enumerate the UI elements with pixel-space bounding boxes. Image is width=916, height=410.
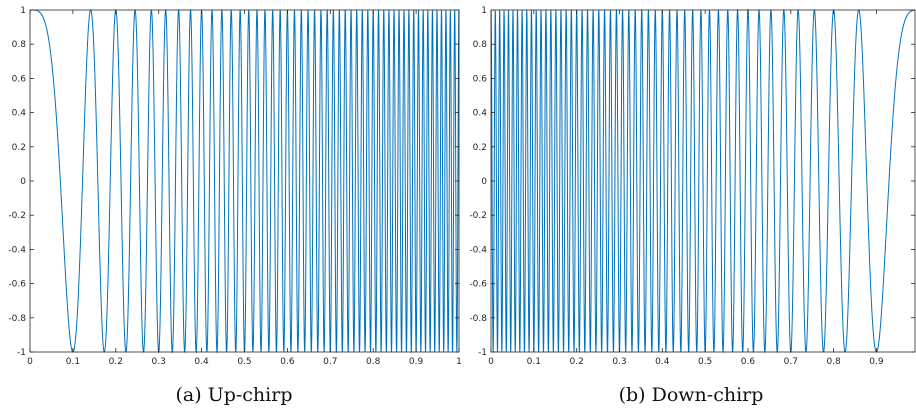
x-tick-label: 0.3 bbox=[152, 357, 166, 367]
y-tick-label: 0.6 bbox=[473, 74, 488, 84]
y-tick-label: 0.6 bbox=[12, 74, 27, 84]
x-tick-label: 0.9 bbox=[409, 357, 424, 367]
caption-down-chirp: (b) Down-chirp bbox=[618, 384, 764, 406]
chirp-series-line bbox=[490, 8, 916, 354]
y-tick-label: -1 bbox=[17, 348, 26, 358]
x-tick-label: 0.5 bbox=[698, 357, 712, 367]
y-tick-label: 0.2 bbox=[473, 143, 487, 153]
x-tick-label: 0.2 bbox=[569, 357, 583, 367]
y-tick-label: 1 bbox=[481, 6, 487, 16]
y-tick-label: -0.8 bbox=[469, 314, 487, 324]
y-tick-label: -0.4 bbox=[8, 245, 26, 255]
x-tick-label: 0 bbox=[488, 357, 494, 367]
y-tick-label: -0.2 bbox=[469, 211, 487, 221]
y-tick-label: 0 bbox=[481, 177, 487, 187]
y-tick-label: 0.4 bbox=[12, 109, 27, 119]
x-tick-label: 0.7 bbox=[323, 357, 337, 367]
x-tick-label: 0.6 bbox=[741, 357, 756, 367]
down-chirp-plot: 0 0.1 0.2 0.3 0.4 0.5 0.6 0.7 0.8 0.9 -1 -0.8 -0.6 -0… bbox=[469, 6, 916, 367]
y-tick-label: -0.8 bbox=[8, 314, 26, 324]
x-tick-label: 0.9 bbox=[869, 357, 884, 367]
y-tick-label: 0.2 bbox=[12, 143, 26, 153]
x-tick-label: 0.1 bbox=[66, 357, 80, 367]
x-tick-label: 1 bbox=[456, 357, 462, 367]
x-tick-label: 0 bbox=[27, 357, 33, 367]
x-tick-label: 0.7 bbox=[784, 357, 798, 367]
x-tick-label: 0.6 bbox=[280, 357, 295, 367]
chirp-series-line bbox=[30, 8, 460, 354]
x-tick-label: 0.8 bbox=[366, 357, 381, 367]
up-chirp-plot: 0 0.1 0.2 0.3 0.4 0.5 0.6 0.7 0.8 0.9 1 -1 -0.8 -0.6 -… bbox=[8, 6, 461, 367]
y-tick-label: -0.6 bbox=[8, 280, 26, 290]
y-tick-label: -0.4 bbox=[469, 245, 487, 255]
x-tick-label: 0.1 bbox=[527, 357, 541, 367]
y-tick-label: -0.2 bbox=[8, 211, 26, 221]
x-tick-label: 0.5 bbox=[237, 357, 251, 367]
x-tick-label: 0.2 bbox=[109, 357, 123, 367]
y-tick-label: 0.8 bbox=[473, 40, 488, 50]
y-tick-label: 0 bbox=[20, 177, 26, 187]
x-tick-label: 0.8 bbox=[826, 357, 841, 367]
y-tick-label: -1 bbox=[478, 348, 487, 358]
x-tick-label: 0.3 bbox=[612, 357, 626, 367]
y-tick-label: 0.8 bbox=[12, 40, 27, 50]
y-tick-label: 1 bbox=[20, 6, 26, 16]
x-tick-label: 0.4 bbox=[655, 357, 670, 367]
caption-up-chirp: (a) Up-chirp bbox=[175, 384, 293, 406]
y-tick-label: -0.6 bbox=[469, 280, 487, 290]
y-tick-label: 0.4 bbox=[473, 109, 488, 119]
x-tick-label: 0.4 bbox=[194, 357, 209, 367]
